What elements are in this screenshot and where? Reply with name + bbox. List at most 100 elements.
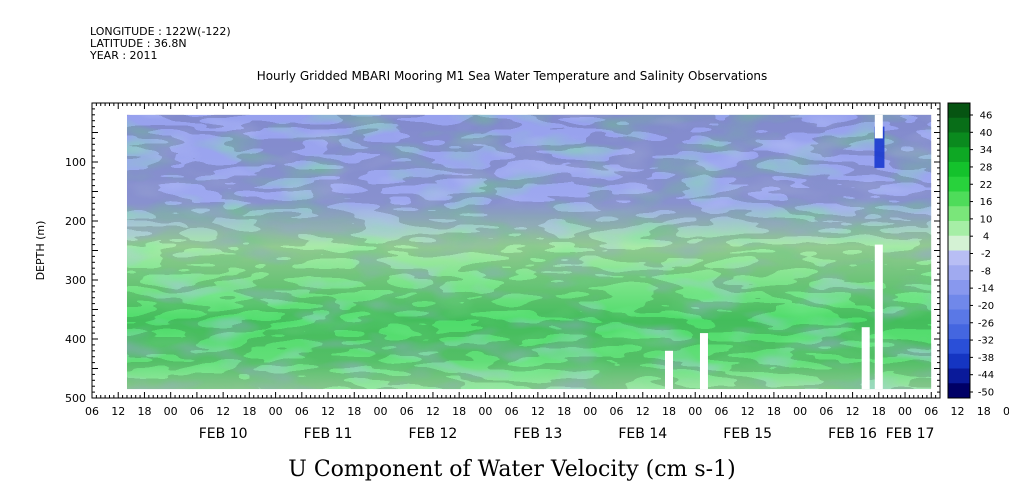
x-hour-label: 18 [557, 405, 571, 418]
x-hour-label: 00 [164, 405, 178, 418]
x-hour-label: 06 [295, 405, 309, 418]
colorbar-swatch [948, 339, 970, 355]
colorbar-swatch [948, 132, 970, 148]
gap-2011-02-15T02:00 [699, 333, 708, 390]
colorbar-label: -14 [978, 284, 994, 295]
gap-2011-02-14T18:00 [664, 350, 673, 390]
x-hour-label: 00 [793, 405, 807, 418]
colorbar-label: 28 [980, 162, 993, 173]
x-hour-label: 06 [924, 405, 938, 418]
missing-data-gaps [664, 114, 883, 390]
colorbar-swatch [948, 309, 970, 325]
x-hour-label: 18 [452, 405, 466, 418]
colorbar-label: 4 [983, 232, 989, 243]
colorbar-label: 16 [980, 197, 993, 208]
x-hour-label: 06 [505, 405, 519, 418]
colorbar-swatch [948, 368, 970, 384]
colorbar-swatch [948, 147, 970, 163]
gap-2011-02-16T18:00 [874, 114, 883, 139]
gap-2011-02-16T15:00 [861, 327, 870, 390]
x-hour-label: 00 [269, 405, 283, 418]
y-tick-label: 400 [65, 333, 86, 346]
colorbar-swatch [948, 235, 970, 251]
field-texture [126, 114, 932, 390]
x-hour-label: 00 [373, 405, 387, 418]
x-hour-label: 18 [347, 405, 361, 418]
x-day-label: FEB 11 [304, 426, 353, 442]
x-hour-label: 12 [321, 405, 335, 418]
colorbar-label: -44 [978, 370, 994, 381]
field-strong-core [874, 126, 885, 168]
x-hour-label: 18 [137, 405, 151, 418]
colorbar-label: -2 [981, 249, 991, 260]
colorbar-label: 10 [980, 214, 993, 225]
year-label: YEAR : 2011 [89, 49, 158, 62]
x-day-label: FEB 10 [199, 426, 248, 442]
x-day-label: FEB 14 [618, 426, 667, 442]
x-hour-label: 06 [85, 405, 99, 418]
x-hour-label: 12 [216, 405, 230, 418]
x-day-label: FEB 16 [828, 426, 877, 442]
colorbar-swatch [948, 117, 970, 133]
x-hour-label: 06 [714, 405, 728, 418]
x-hour-label: 12 [636, 405, 650, 418]
variable-label: U Component of Water Velocity (cm s-1) [288, 457, 735, 482]
x-hour-label: 00 [688, 405, 702, 418]
gap-2011-02-16T18:00 [874, 244, 883, 390]
x-hour-label: 12 [426, 405, 440, 418]
x-hour-label: 00 [583, 405, 597, 418]
x-hour-label: 12 [846, 405, 860, 418]
x-hour-label: 00 [898, 405, 912, 418]
y-axis: 100 200 300 400 500 [65, 102, 940, 405]
colorbar-label: -50 [978, 388, 994, 399]
colorbar-swatch [948, 221, 970, 237]
colorbar-swatch [948, 324, 970, 340]
x-hour-label: 06 [400, 405, 414, 418]
colorbar: 46 40 34 28 22 16 10 4 -2 -8 -14 -20 -26 -32 -38 -44 -50 [947, 102, 994, 399]
x-hour-label: 00 [478, 405, 492, 418]
x-hour-label: 00 [1003, 405, 1009, 418]
colorbar-label: -8 [981, 266, 991, 277]
velocity-field [126, 114, 932, 390]
chart-title: Hourly Gridded MBARI Mooring M1 Sea Wate… [257, 69, 768, 83]
colorbar-label: -26 [978, 318, 994, 329]
x-hour-label: 12 [531, 405, 545, 418]
colorbar-swatch [948, 176, 970, 192]
x-hour-label: 06 [610, 405, 624, 418]
x-hour-label: 18 [662, 405, 676, 418]
colorbar-frame [947, 102, 971, 399]
x-hour-label: 18 [242, 405, 256, 418]
x-axis: 06 12 18 00 06 12 18 00 06 12 18 00 06 12 18 00 06 12 18 00… [85, 103, 1009, 442]
colorbar-swatch [948, 162, 970, 178]
x-hour-label: 06 [819, 405, 833, 418]
y-axis-label: DEPTH (m) [34, 221, 47, 281]
colorbar-label: 22 [980, 180, 993, 191]
x-hour-label: 12 [111, 405, 125, 418]
colorbar-label: -38 [978, 353, 994, 364]
x-day-label: FEB 15 [723, 426, 772, 442]
colorbar-swatch [948, 191, 970, 207]
colorbar-swatch [948, 383, 970, 399]
y-tick-label: 500 [65, 392, 86, 405]
y-tick-label: 200 [65, 215, 86, 228]
x-day-label: FEB 17 [886, 426, 935, 442]
colorbar-swatch [948, 265, 970, 281]
x-hour-label: 18 [872, 405, 886, 418]
colorbar-swatch [948, 353, 970, 369]
colorbar-label: -32 [978, 336, 994, 347]
y-tick-label: 100 [65, 156, 86, 169]
colorbar-swatch [948, 280, 970, 296]
x-hour-label: 18 [767, 405, 781, 418]
x-day-label: FEB 13 [513, 426, 562, 442]
x-hour-label: 18 [977, 405, 991, 418]
x-day-label: FEB 12 [409, 426, 458, 442]
longitude-label: LONGITUDE : 122W(-122) [90, 25, 231, 38]
colorbar-label: -20 [978, 301, 994, 312]
latitude-label: LATITUDE : 36.8N [90, 37, 187, 50]
colorbar-swatch [948, 294, 970, 310]
colorbar-swatch [948, 206, 970, 222]
colorbar-swatch [948, 250, 970, 266]
colorbar-label: 34 [980, 145, 993, 156]
x-hour-label: 12 [741, 405, 755, 418]
